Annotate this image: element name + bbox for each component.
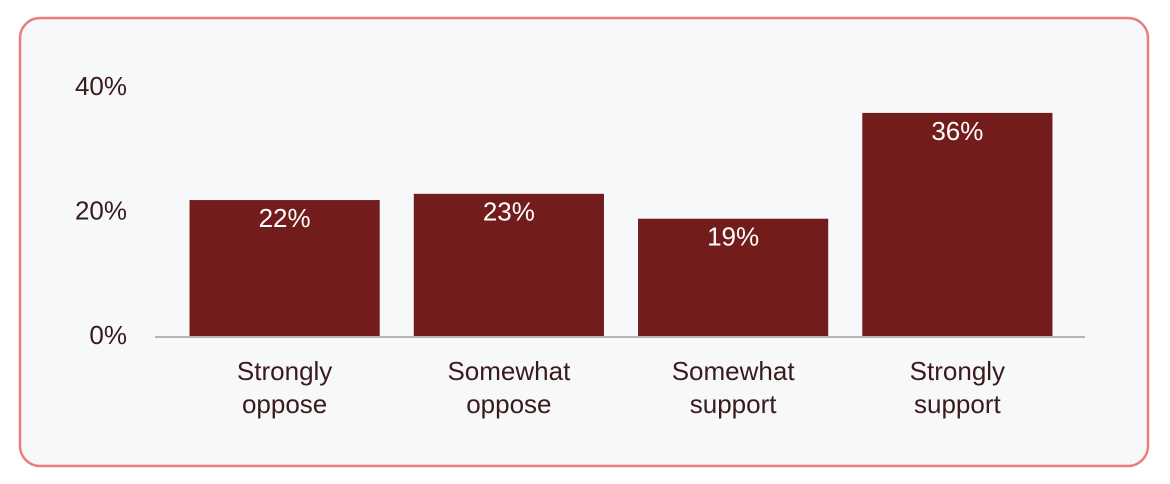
data-label: 36% (931, 116, 983, 146)
y-tick-label: 0% (89, 320, 127, 350)
x-tick-label: Strongly support (909, 356, 1006, 419)
bar (862, 112, 1053, 338)
data-label: 22% (259, 203, 311, 233)
x-tick-label: Somewhat support (671, 356, 795, 419)
data-label: 23% (483, 197, 535, 227)
data-label: 19% (707, 222, 759, 252)
y-tick-label: 40% (75, 71, 127, 101)
bar (413, 193, 604, 337)
y-tick-label: 20% (75, 195, 127, 225)
bar (189, 200, 380, 337)
x-tick-label: Strongly oppose (236, 356, 333, 419)
bar (638, 218, 829, 337)
x-tick-label: Somewhat oppose (447, 356, 571, 419)
